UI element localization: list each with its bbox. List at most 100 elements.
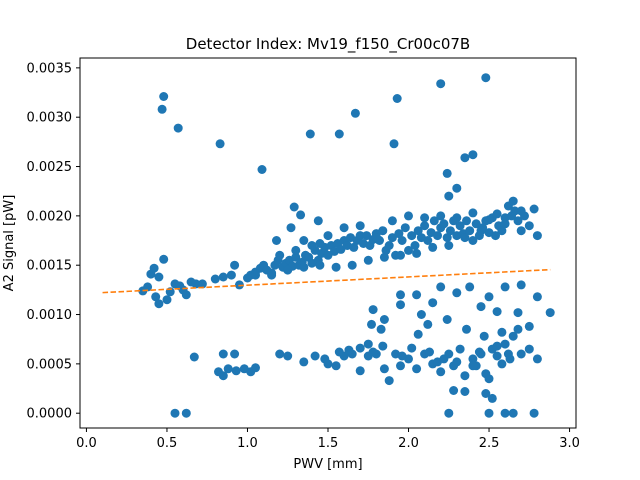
data-point-8 xyxy=(393,94,402,103)
data-point-151 xyxy=(356,221,365,230)
data-point-211 xyxy=(396,361,405,370)
data-point-253 xyxy=(356,344,365,353)
data-point-179 xyxy=(171,409,180,418)
data-point-138 xyxy=(428,243,437,252)
data-point-158 xyxy=(291,246,300,255)
data-point-42 xyxy=(230,261,239,270)
data-point-154 xyxy=(404,211,413,220)
y-tick-label: 0.0000 xyxy=(27,407,73,422)
data-point-189 xyxy=(232,366,241,375)
data-point-159 xyxy=(436,211,445,220)
data-point-268 xyxy=(369,305,378,314)
data-point-162 xyxy=(485,215,494,224)
data-point-196 xyxy=(275,350,284,359)
y-axis-label: A2 Signal [pW] xyxy=(2,195,17,292)
scatter-chart: Detector Index: Mv19_f150_Cr00c07B 0.0 0.… xyxy=(0,0,640,480)
data-point-12 xyxy=(443,169,452,178)
data-point-29 xyxy=(154,299,163,308)
data-point-160 xyxy=(452,213,461,222)
data-point-40 xyxy=(219,273,228,282)
data-point-17 xyxy=(290,203,299,212)
data-point-235 xyxy=(533,354,542,363)
x-tick-label: 1.0 xyxy=(237,436,258,451)
data-point-194 xyxy=(230,350,239,359)
data-point-185 xyxy=(530,409,539,418)
data-point-149 xyxy=(251,271,260,280)
data-point-250 xyxy=(488,394,497,403)
data-point-3 xyxy=(216,139,225,148)
y-tick-label: 0.0015 xyxy=(27,259,73,274)
data-point-171 xyxy=(485,292,494,301)
data-point-135 xyxy=(477,226,486,235)
data-point-145 xyxy=(315,261,324,270)
data-point-10 xyxy=(436,79,445,88)
data-point-264 xyxy=(493,342,502,351)
data-point-41 xyxy=(227,271,236,280)
data-point-199 xyxy=(311,352,320,361)
data-point-257 xyxy=(407,344,416,353)
data-point-102 xyxy=(433,231,442,240)
data-point-16 xyxy=(444,192,453,201)
x-tick-label: 0.0 xyxy=(76,436,97,451)
data-point-111 xyxy=(462,216,471,225)
data-point-98 xyxy=(420,221,429,230)
data-point-242 xyxy=(480,332,489,341)
data-point-85 xyxy=(378,226,387,235)
data-point-128 xyxy=(517,226,526,235)
data-point-9 xyxy=(390,139,399,148)
data-point-265 xyxy=(506,354,515,363)
data-point-220 xyxy=(460,371,469,380)
data-point-193 xyxy=(219,350,228,359)
data-point-181 xyxy=(444,409,453,418)
data-point-141 xyxy=(380,253,389,262)
data-point-137 xyxy=(444,241,453,250)
data-point-148 xyxy=(267,269,276,278)
data-point-236 xyxy=(367,320,376,329)
data-point-172 xyxy=(501,282,510,291)
data-point-87 xyxy=(385,241,394,250)
y-tick-label: 0.0025 xyxy=(27,160,73,175)
data-point-134 xyxy=(493,209,502,218)
data-point-202 xyxy=(332,361,341,370)
data-point-150 xyxy=(340,223,349,232)
data-point-241 xyxy=(462,325,471,334)
data-point-170 xyxy=(465,282,474,291)
data-point-146 xyxy=(299,263,308,272)
data-point-178 xyxy=(493,307,502,316)
data-point-197 xyxy=(283,352,292,361)
y-tick-label: 0.0030 xyxy=(27,111,73,126)
data-point-195 xyxy=(190,353,199,362)
y-tick-label: 0.0035 xyxy=(27,61,73,76)
data-point-39 xyxy=(211,275,220,284)
x-tick-label: 1.5 xyxy=(318,436,339,451)
data-point-155 xyxy=(420,213,429,222)
data-point-216 xyxy=(436,367,445,376)
data-point-6 xyxy=(335,130,344,139)
data-point-205 xyxy=(356,366,365,375)
data-point-176 xyxy=(396,290,405,299)
data-point-249 xyxy=(449,386,458,395)
data-point-5 xyxy=(306,130,315,139)
data-point-35 xyxy=(182,290,191,299)
data-point-153 xyxy=(388,216,397,225)
data-point-225 xyxy=(485,374,494,383)
y-tick-label: 0.0020 xyxy=(27,209,73,224)
data-point-26 xyxy=(154,273,163,282)
data-point-266 xyxy=(364,340,373,349)
data-point-4 xyxy=(258,165,267,174)
data-point-256 xyxy=(398,352,407,361)
data-point-25 xyxy=(150,264,159,273)
data-point-240 xyxy=(443,315,452,324)
data-point-263 xyxy=(475,348,484,357)
data-point-11 xyxy=(481,73,490,82)
data-point-169 xyxy=(452,288,461,297)
y-tick-label: 0.0010 xyxy=(27,308,73,323)
data-point-247 xyxy=(460,387,469,396)
x-tick-label: 3.0 xyxy=(559,436,580,451)
data-point-92 xyxy=(401,223,410,232)
data-point-192 xyxy=(251,363,260,372)
data-point-198 xyxy=(299,357,308,366)
data-point-142 xyxy=(364,256,373,265)
data-point-95 xyxy=(411,241,420,250)
data-point-255 xyxy=(378,342,387,351)
